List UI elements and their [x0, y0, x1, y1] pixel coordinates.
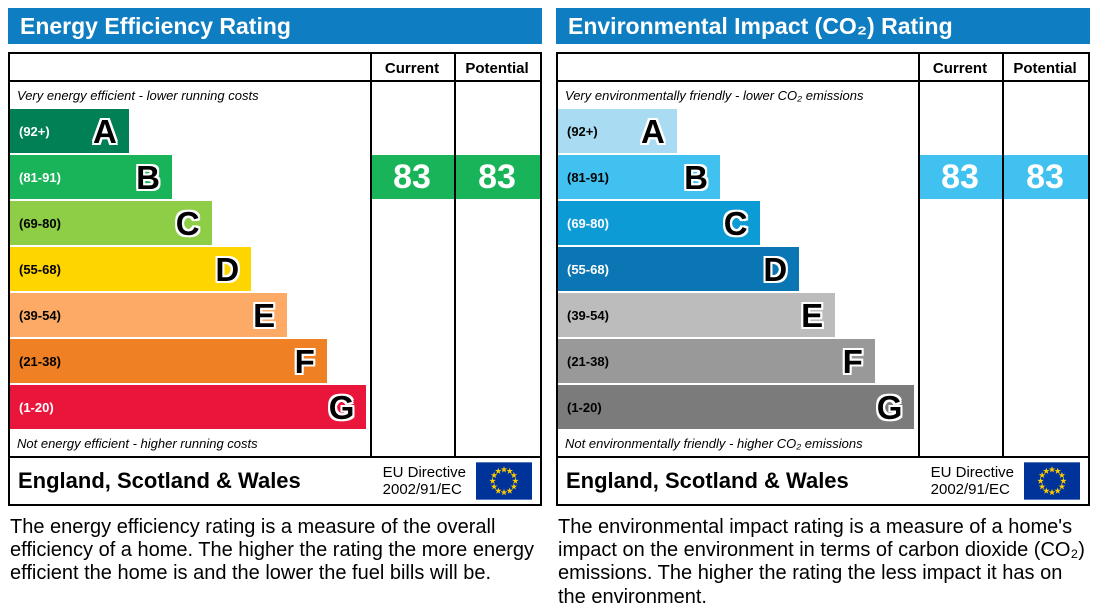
current-rating-value: 83 [370, 155, 454, 199]
band-letter: D [763, 250, 788, 288]
eu-directive-line2: 2002/91/EC [930, 481, 1010, 498]
band-range: (39-54) [19, 307, 61, 323]
eu-flag-icon [1024, 462, 1080, 500]
band-range: (81-91) [567, 169, 609, 185]
band-letter: F [842, 342, 863, 380]
band-b: (81-91) B [10, 155, 172, 199]
potential-column-divider [454, 54, 540, 456]
region-label: England, Scotland & Wales [566, 468, 849, 493]
band-f: (21-38) F [10, 339, 327, 383]
eu-directive-line2: 2002/91/EC [382, 481, 462, 498]
band-range: (21-38) [19, 353, 61, 369]
band-range: (92+) [19, 123, 50, 139]
current-column-header: Current [932, 59, 988, 77]
environmental-description: The environmental impact rating is a mea… [558, 516, 1085, 608]
energy-rating-grid: Current Potential Very energy efficient … [10, 54, 540, 456]
environmental-impact-panel: Environmental Impact (CO₂) Rating Curren… [556, 8, 1090, 609]
energy-efficiency-panel: Energy Efficiency Rating Current Potenti… [8, 8, 542, 609]
band-range: (21-38) [567, 353, 609, 369]
current-rating-value: 83 [918, 155, 1002, 199]
band-range: (55-68) [567, 261, 609, 277]
band-range: (1-20) [567, 399, 602, 415]
energy-description: The energy efficiency rating is a measur… [10, 516, 535, 585]
band-e: (39-54) E [558, 293, 836, 337]
top-note: Very environmentally friendly - lower CO… [565, 87, 864, 103]
band-c: (69-80) C [10, 201, 212, 245]
eu-directive-line1: EU Directive [382, 463, 466, 481]
eu-directive-label: EU Directive 2002/91/EC [383, 464, 466, 499]
band-d: (55-68) D [10, 247, 252, 291]
potential-column-divider [1002, 54, 1088, 456]
potential-column-header: Potential [465, 59, 529, 77]
eu-directive-label: EU Directive 2002/91/EC [931, 464, 1014, 499]
top-note: Very energy efficient - lower running co… [17, 87, 259, 103]
band-d: (55-68) D [558, 247, 800, 291]
bottom-note: Not energy efficient - higher running co… [17, 435, 258, 451]
band-a: (92+) A [558, 109, 677, 153]
potential-rating-value: 83 [454, 155, 540, 199]
environmental-rating-grid: Current Potential Very environmentally f… [558, 54, 1088, 456]
band-letter: E [801, 296, 824, 334]
band-b: (81-91) B [558, 155, 720, 199]
potential-column-header: Potential [1013, 59, 1077, 77]
band-range: (39-54) [567, 307, 609, 323]
band-f: (21-38) F [558, 339, 875, 383]
band-c: (69-80) C [558, 201, 760, 245]
band-letter: G [876, 388, 903, 426]
band-letter: G [328, 388, 355, 426]
band-letter: C [723, 204, 748, 242]
band-range: (92+) [567, 123, 598, 139]
potential-rating-value: 83 [1002, 155, 1088, 199]
band-letter: A [640, 112, 665, 150]
band-range: (1-20) [19, 399, 54, 415]
band-letter: C [175, 204, 200, 242]
bottom-note: Not environmentally friendly - higher CO… [565, 435, 863, 451]
band-letter: D [215, 250, 240, 288]
chart-footer: England, Scotland & Wales EU Directive 2… [10, 456, 540, 504]
band-a: (92+) A [10, 109, 129, 153]
environmental-panel-title: Environmental Impact (CO₂) Rating [556, 8, 1090, 44]
band-letter: F [294, 342, 315, 380]
eu-flag-icon [476, 462, 532, 500]
band-range: (69-80) [567, 215, 609, 231]
band-letter: B [136, 158, 160, 196]
current-column-divider [370, 54, 454, 456]
band-g: (1-20) G [10, 385, 367, 429]
chart-footer: England, Scotland & Wales EU Directive 2… [558, 456, 1088, 504]
band-letter: B [684, 158, 708, 196]
band-g: (1-20) G [558, 385, 915, 429]
environmental-rating-chart: Current Potential Very environmentally f… [556, 52, 1090, 506]
band-range: (81-91) [19, 169, 61, 185]
band-range: (69-80) [19, 215, 61, 231]
energy-rating-chart: Current Potential Very energy efficient … [8, 52, 542, 506]
current-column-header: Current [384, 59, 440, 77]
band-range: (55-68) [19, 261, 61, 277]
band-e: (39-54) E [10, 293, 288, 337]
energy-panel-title: Energy Efficiency Rating [8, 8, 542, 44]
band-letter: A [92, 112, 117, 150]
band-letter: E [253, 296, 276, 334]
current-column-divider [918, 54, 1002, 456]
eu-directive-line1: EU Directive [930, 463, 1014, 481]
region-label: England, Scotland & Wales [18, 468, 301, 493]
